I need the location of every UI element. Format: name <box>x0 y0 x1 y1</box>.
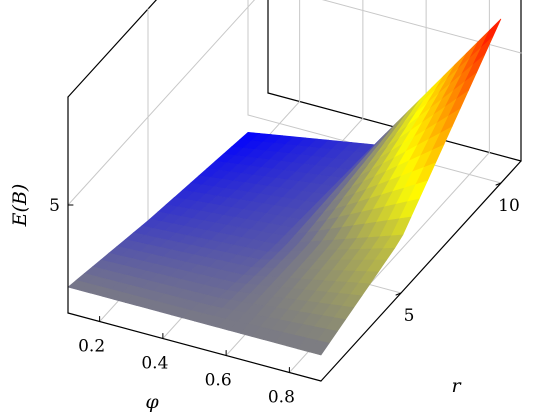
y-axis-title: r <box>451 375 462 397</box>
x-axis-title: φ <box>145 391 159 413</box>
y-tick-label: 10 <box>498 196 520 216</box>
surface-patch <box>309 340 330 356</box>
x-tick-label: 0.8 <box>268 388 295 408</box>
box-edge <box>320 160 522 382</box>
y-tick <box>395 292 402 296</box>
chart-ticks: 0.2 0.4 0.6 0.8 5 10 5 <box>49 182 520 408</box>
surface-plot <box>67 18 502 356</box>
chart-labels: φ r E(B) <box>9 184 462 413</box>
grid-line <box>67 0 256 206</box>
z-axis-title: E(B) <box>9 184 31 228</box>
x-tick-label: 0.6 <box>205 371 232 391</box>
y-tick-label: 5 <box>404 306 415 326</box>
y-tick <box>495 182 502 186</box>
box-edge <box>67 312 322 382</box>
surface-patch <box>481 18 502 48</box>
z-tick-label: 5 <box>49 196 60 216</box>
x-tick-label: 0.4 <box>141 354 168 374</box>
x-tick-label: 0.2 <box>78 337 105 357</box>
box-edge <box>67 0 157 98</box>
